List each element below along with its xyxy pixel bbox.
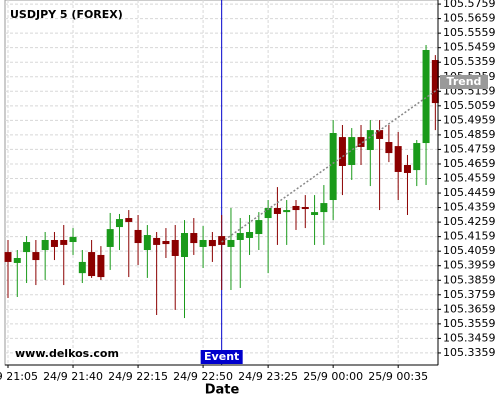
y-tick-label: 105.5059 xyxy=(443,99,496,112)
candle-body xyxy=(292,205,300,211)
y-tick-label: 105.5759 xyxy=(443,0,496,10)
candle-body xyxy=(199,239,207,247)
candle-body xyxy=(78,261,86,274)
candle-body xyxy=(357,137,365,147)
candle-body xyxy=(255,220,263,235)
candle-body xyxy=(366,130,374,151)
candle-body xyxy=(246,231,254,238)
candle-body xyxy=(283,210,291,213)
y-tick-label: 105.3759 xyxy=(443,288,496,301)
y-tick-label: 105.5459 xyxy=(443,41,496,54)
y-tick-label: 105.4159 xyxy=(443,230,496,243)
x-tick-label: 24/9 22:15 xyxy=(108,370,168,383)
trend-line xyxy=(221,88,439,243)
trend-label: Trend xyxy=(447,75,482,88)
y-tick-label: 105.5359 xyxy=(443,55,496,68)
y-tick-label: 105.4659 xyxy=(443,157,496,170)
candle-body xyxy=(97,254,105,278)
candle-body xyxy=(32,252,40,261)
y-tick-label: 105.4059 xyxy=(443,244,496,257)
marks xyxy=(4,45,439,319)
candle-body xyxy=(329,133,337,201)
candle-body xyxy=(171,239,179,256)
y-tick-label: 105.4359 xyxy=(443,201,496,214)
candle-body xyxy=(181,233,189,257)
y-tick-label: 105.3659 xyxy=(443,302,496,315)
y-tick-label: 105.3359 xyxy=(443,346,496,359)
candle-body xyxy=(208,239,216,247)
candle-body xyxy=(338,137,346,167)
event-label-box xyxy=(200,350,243,364)
x-tick-label: 24/9 21:05 xyxy=(0,370,38,383)
candle-body xyxy=(125,218,133,222)
watermark: www.delkos.com xyxy=(15,347,119,360)
event-label: Event xyxy=(204,350,239,363)
y-tick-label: 105.5659 xyxy=(443,12,496,25)
candle-body xyxy=(60,239,68,245)
candle-body xyxy=(50,239,58,247)
x-axis-title: Date xyxy=(205,383,240,398)
candle-body xyxy=(143,235,151,251)
candle-body xyxy=(23,242,31,253)
x-tick-label: 25/9 00:00 xyxy=(303,370,363,383)
candle-body xyxy=(115,219,123,228)
candle-body xyxy=(13,258,21,263)
y-tick-label: 105.3559 xyxy=(443,317,496,330)
candle-body xyxy=(88,252,96,277)
candle-body xyxy=(422,50,430,144)
y-tick-label: 105.4859 xyxy=(443,128,496,141)
candle-body xyxy=(431,60,439,104)
y-tick-label: 105.4459 xyxy=(443,186,496,199)
y-tick-label: 105.5559 xyxy=(443,26,496,39)
x-tick-label: 25/9 00:35 xyxy=(368,370,428,383)
candle-body xyxy=(134,229,142,244)
y-tick-label: 105.4259 xyxy=(443,215,496,228)
candle-body xyxy=(153,237,161,245)
candle-body xyxy=(236,233,244,240)
candle-body xyxy=(394,146,402,172)
candle-body xyxy=(385,142,393,154)
chart-title: USDJPY 5 (FOREX) xyxy=(10,8,123,21)
x-tick-label: 24/9 22:50 xyxy=(173,370,233,383)
y-tick-label: 105.4959 xyxy=(443,113,496,126)
candle-body xyxy=(264,208,272,219)
candle-body xyxy=(376,130,384,139)
x-tick-label: 24/9 23:25 xyxy=(238,370,298,383)
y-tick-label: 105.3859 xyxy=(443,273,496,286)
candle-body xyxy=(301,206,309,210)
y-tick-label: 105.3459 xyxy=(443,331,496,344)
candle-body xyxy=(320,203,328,213)
candle-body xyxy=(311,212,319,215)
candle-body xyxy=(403,164,411,173)
candle-body xyxy=(227,239,235,247)
candle-body xyxy=(413,143,421,171)
candle-body xyxy=(273,208,281,214)
candle-body xyxy=(69,236,77,243)
candle-body xyxy=(162,241,170,245)
y-tick-label: 105.3959 xyxy=(443,259,496,272)
candle-body xyxy=(348,137,356,165)
y-tick-label: 105.4559 xyxy=(443,172,496,185)
trend-label-box xyxy=(440,74,488,89)
y-tick-label: 105.4759 xyxy=(443,142,496,155)
candle-body xyxy=(106,229,114,247)
candle-body xyxy=(4,252,12,262)
x-tick-label: 24/9 21:40 xyxy=(43,370,103,383)
candle-body xyxy=(41,239,49,251)
candle-body xyxy=(190,233,198,244)
candle-body xyxy=(218,236,226,245)
